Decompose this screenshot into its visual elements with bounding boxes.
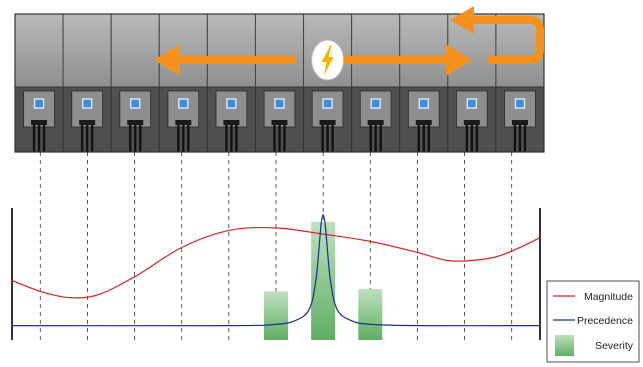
terminal-bar [367,120,384,125]
terminal-pin [230,125,233,152]
plot-area [11,208,541,340]
terminal-pin [177,125,180,152]
arrow-loop-shaft [472,16,544,64]
terminal-pin [139,125,142,152]
terminal-bar [415,120,432,125]
legend-severity-label: Severity [595,340,634,352]
severity-bars [264,221,383,340]
terminal-pin [475,125,479,152]
legend-precedence-label: Precedence [577,315,633,327]
cell-cap [206,13,256,88]
lightning-bolt-icon [321,45,334,76]
cell-module [303,13,353,153]
status-led-icon [274,98,285,109]
status-led-icon [370,98,381,109]
legend-severity-swatch [555,335,574,356]
status-led-icon [466,98,478,109]
terminal-pin [427,125,430,152]
cell-module [110,13,160,153]
terminal-bar [319,120,336,125]
cell-cap [158,13,208,88]
terminal-pin [513,125,517,152]
status-led-icon [81,98,93,109]
status-led-icon [322,98,333,109]
status-led-icon [130,98,141,109]
terminal-pin [465,125,469,152]
terminal-pin [85,125,89,152]
terminal-pin [80,125,84,152]
terminal-bar [79,120,96,125]
terminal-bar [31,120,48,125]
terminal-bar [511,120,528,125]
cell-module [351,13,401,153]
terminal-pin [273,125,276,152]
status-led-icon [178,98,189,109]
cell-module-stack [14,13,545,153]
terminal-pin [90,125,94,152]
terminal-pin [129,125,132,152]
terminal-pin [134,125,137,152]
chart-legend: Magnitude Precedence Severity [546,280,640,363]
terminal-pin [283,125,286,152]
severity-bar [358,288,383,340]
terminal-bar [271,120,288,125]
status-led-icon [33,98,45,109]
cell-module [62,13,112,153]
terminal-pin [374,125,377,152]
severity-bar [311,221,336,340]
terminal-pin [379,125,382,152]
precedence-series-line [11,213,541,327]
terminal-pin [278,125,281,152]
status-led-icon [418,98,429,109]
terminal-pin [470,125,474,152]
terminal-pin [187,125,190,152]
terminal-bar [175,120,192,125]
lightning-bolt-icon [311,39,345,81]
cell-module [399,13,449,153]
terminal-bar [463,120,480,125]
arrow-loop-head-icon [450,6,474,34]
terminal-bar [127,120,144,125]
cell-cap [399,13,449,88]
status-led-icon [226,98,237,109]
terminal-pin [326,125,329,152]
terminal-bar [223,120,240,125]
terminal-pin [417,125,420,152]
arrow-right-head-icon [446,44,472,76]
terminal-pin [225,125,228,152]
terminal-pin [331,125,334,152]
cell-module [254,13,305,153]
terminal-pin [422,125,425,152]
terminal-pin [32,125,36,152]
terminal-pin [37,125,41,152]
arrow-left-head-icon [154,44,180,76]
cell-cap [254,13,305,88]
cell-cap [110,13,160,88]
terminal-pin [235,125,238,152]
stack-frame [14,13,545,153]
status-led-icon [514,98,526,109]
severity-bar [264,291,288,340]
propagation-arrows [154,6,544,76]
terminal-pin [321,125,324,152]
cell-cap [62,13,112,88]
cell-module [447,13,497,153]
cell-module [206,13,256,153]
legend-magnitude-label: Magnitude [584,291,633,303]
cell-module [14,13,64,153]
terminal-pin [42,125,46,152]
cell-module [158,13,208,153]
cell-cap [351,13,401,88]
terminal-pin [182,125,185,152]
terminal-pin [518,125,522,152]
terminal-pin [369,125,372,152]
cell-cap [14,13,64,88]
terminal-pin [523,125,527,152]
magnitude-series-line [11,226,541,299]
